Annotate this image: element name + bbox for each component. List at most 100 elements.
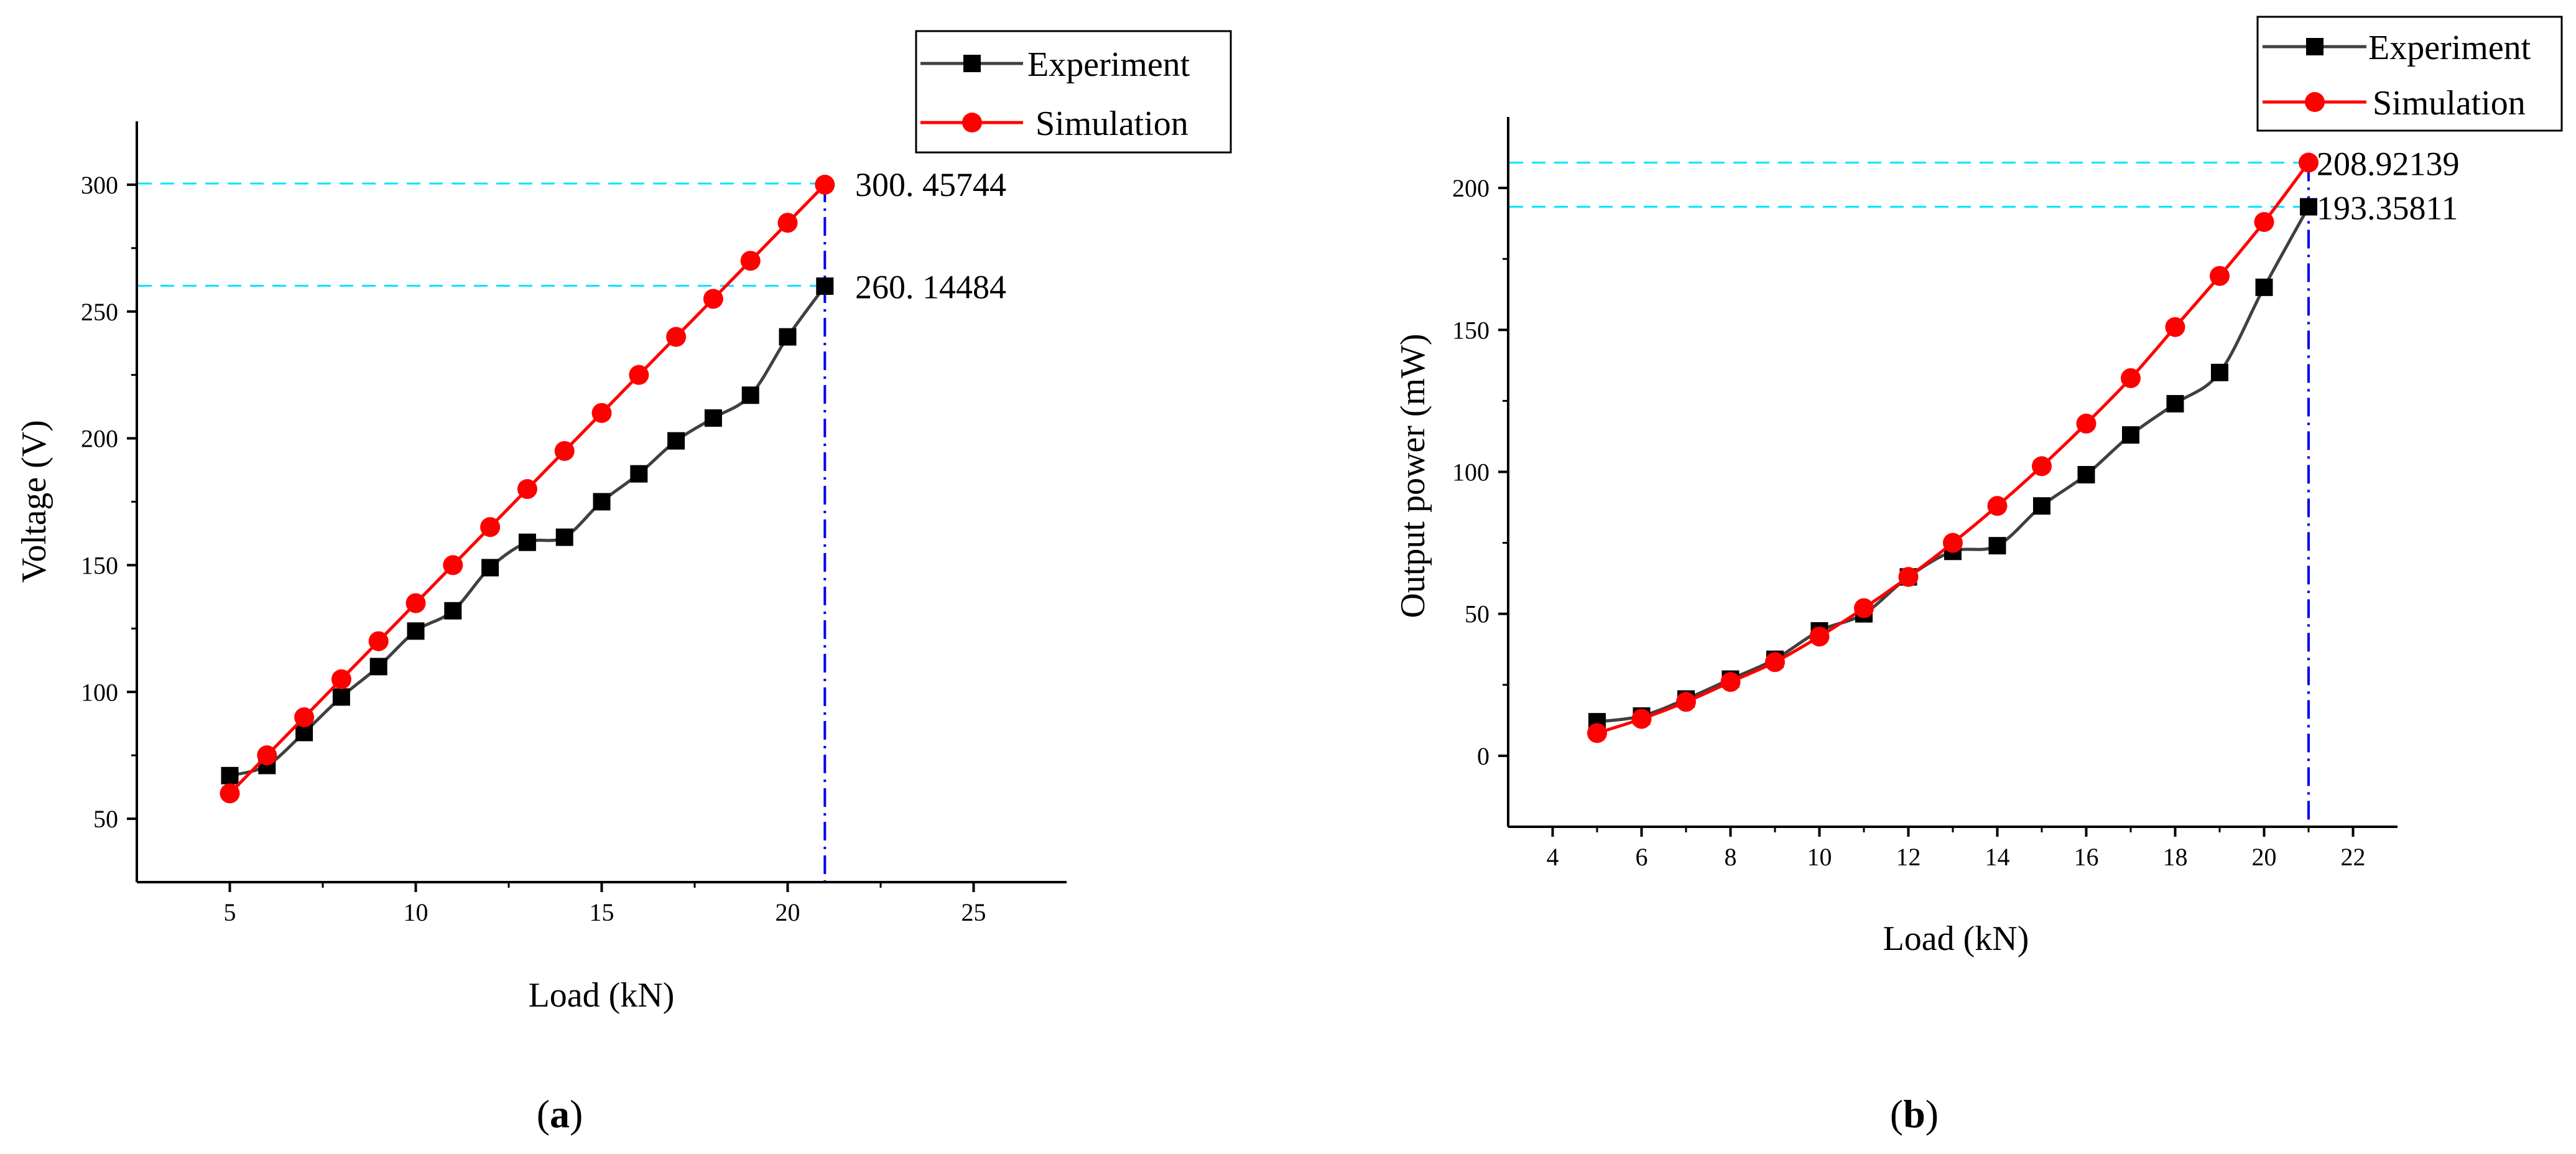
data-point-experiment (518, 533, 536, 551)
legend-label: Simulation (2373, 84, 2526, 123)
chart-a-series (220, 174, 835, 804)
chart-a-legend: Experiment Simulation (915, 30, 1232, 154)
data-point-simulation (554, 440, 575, 461)
chart-b-ticks: 4 6 8 10 12 14 16 18 20 22 0 50 100 150 200 (1452, 174, 2366, 871)
legend-box (2256, 16, 2563, 132)
x-tick-label: 6 (1636, 843, 1648, 871)
x-tick-label: 20 (776, 898, 800, 926)
chart-a: 5 10 15 20 25 50 100 150 200 250 300 300. 45744 260… (15, 30, 1232, 1136)
annotation-label: 300. 45744 (855, 166, 1006, 203)
data-point-simulation (777, 213, 798, 233)
panel-label-a: (a) (537, 1092, 583, 1136)
panel-label-b: (b) (1890, 1092, 1939, 1136)
annotation-label: 193.35811 (2317, 189, 2458, 226)
chart-a-x-title: Load (kN) (529, 976, 675, 1015)
data-point-experiment (2122, 426, 2139, 444)
data-point-experiment (369, 658, 387, 676)
data-point-simulation (480, 517, 501, 537)
x-tick-label: 8 (1725, 843, 1737, 871)
data-point-simulation (1809, 626, 1830, 647)
legend-marker (962, 113, 982, 133)
chart-b-legend: Experiment Simulation (2256, 16, 2563, 132)
data-point-simulation (815, 174, 835, 195)
legend-marker (2306, 38, 2323, 55)
chart-a-annotations: 300. 45744 260. 14484 (855, 166, 1006, 305)
data-point-simulation (2210, 266, 2230, 286)
data-point-simulation (2165, 317, 2185, 337)
legend-label: Simulation (1035, 105, 1188, 143)
data-point-experiment (332, 688, 350, 706)
x-tick-label: 14 (1985, 843, 2010, 871)
chart-a-ticks: 5 10 15 20 25 50 100 150 200 250 300 (81, 171, 986, 926)
x-tick-label: 25 (961, 898, 986, 926)
data-point-experiment (2211, 363, 2228, 381)
data-point-experiment (816, 277, 834, 295)
data-point-simulation (1943, 533, 1963, 553)
y-tick-label: 200 (81, 425, 118, 453)
data-point-simulation (1720, 672, 1741, 692)
data-point-experiment (555, 528, 573, 546)
series-line-experiment (1596, 206, 2310, 724)
data-point-experiment (779, 328, 797, 346)
x-tick-label: 22 (2341, 843, 2366, 871)
y-tick-label: 50 (1465, 600, 1490, 628)
data-point-experiment (741, 386, 759, 404)
chart-b-annotations: 208.92139 193.35811 (2317, 145, 2460, 226)
x-tick-label: 20 (2252, 843, 2277, 871)
y-tick-label: 150 (81, 551, 118, 579)
chart-b-guides (1509, 161, 2309, 208)
x-tick-label: 4 (1547, 843, 1559, 871)
data-point-simulation (405, 593, 426, 613)
y-tick-label: 100 (81, 678, 118, 706)
y-tick-label: 300 (81, 171, 118, 199)
data-point-simulation (294, 707, 315, 728)
y-tick-label: 200 (1452, 174, 1490, 202)
annotation-label: 260. 14484 (855, 268, 1006, 305)
data-point-simulation (1765, 652, 1785, 672)
data-point-simulation (1631, 709, 1652, 729)
data-point-simulation (220, 783, 240, 804)
data-point-simulation (517, 479, 537, 500)
data-point-simulation (2299, 152, 2319, 173)
x-tick-label: 10 (404, 898, 429, 926)
data-point-simulation (666, 327, 687, 347)
data-point-experiment (630, 465, 648, 483)
data-point-simulation (1854, 598, 1874, 618)
data-point-simulation (703, 289, 723, 309)
data-point-experiment (2255, 278, 2273, 296)
data-point-simulation (257, 745, 277, 766)
data-point-experiment (2077, 466, 2095, 484)
data-point-simulation (2121, 368, 2141, 388)
panel-label-b-letter: b (1903, 1092, 1925, 1136)
legend-label: Experiment (2368, 29, 2531, 67)
y-tick-label: 0 (1477, 742, 1490, 770)
data-point-simulation (331, 669, 351, 689)
data-point-experiment (221, 766, 239, 784)
y-tick-label: 150 (1452, 316, 1490, 344)
data-point-experiment (407, 622, 425, 640)
x-tick-label: 16 (2074, 843, 2099, 871)
x-tick-label: 12 (1896, 843, 1921, 871)
data-point-simulation (443, 555, 463, 575)
data-point-experiment (593, 493, 611, 511)
x-tick-label: 5 (224, 898, 236, 926)
y-tick-label: 100 (1452, 458, 1490, 486)
x-tick-label: 18 (2163, 843, 2188, 871)
legend-label: Experiment (1027, 45, 1190, 84)
legend-marker (2305, 92, 2325, 112)
data-point-simulation (740, 251, 761, 271)
data-point-simulation (1898, 567, 1919, 587)
chart-b: 4 6 8 10 12 14 16 18 20 22 0 50 100 150 200 208.92139 1… (1394, 16, 2563, 1136)
data-point-simulation (591, 403, 612, 423)
data-point-experiment (2166, 394, 2184, 412)
data-point-simulation (2032, 456, 2052, 477)
chart-b-y-title: Output power (mW) (1394, 333, 1432, 618)
data-point-simulation (1676, 692, 1696, 712)
y-tick-label: 250 (81, 298, 118, 326)
data-point-experiment (2033, 497, 2050, 515)
chart-a-guides (138, 182, 825, 287)
annotation-label: 208.92139 (2317, 145, 2460, 182)
data-point-simulation (368, 631, 389, 651)
data-point-simulation (629, 365, 649, 385)
